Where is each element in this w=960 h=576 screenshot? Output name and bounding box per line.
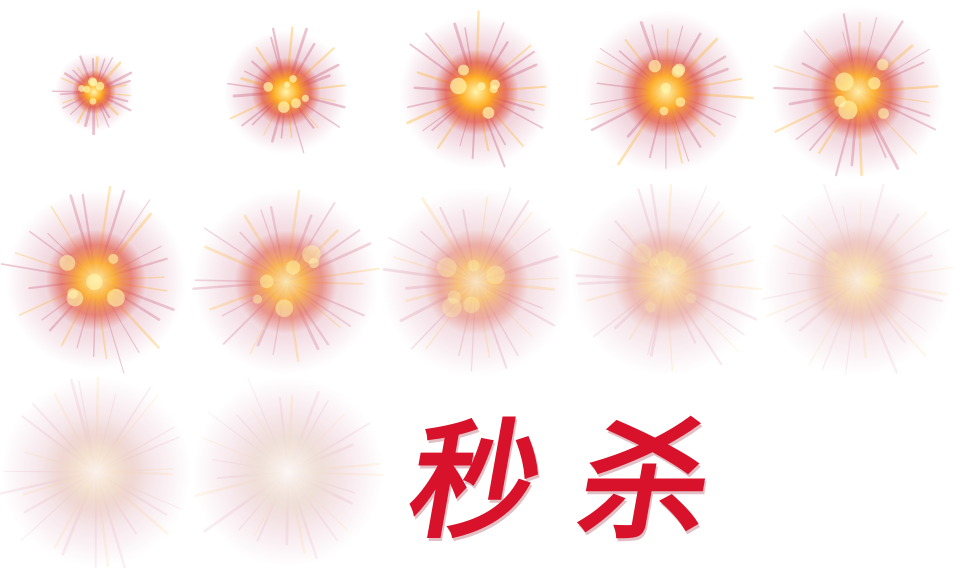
explosion-frame-4 bbox=[570, 0, 762, 188]
explosion-frame-9 bbox=[570, 184, 762, 376]
smoke-cloud-icon bbox=[0, 376, 191, 568]
explosion-frame-3 bbox=[380, 0, 572, 188]
explosion-frame-7 bbox=[190, 186, 382, 378]
fire-burst-icon bbox=[224, 26, 348, 154]
fire-burst-icon bbox=[51, 52, 134, 136]
title-glyph-miao: 秒 bbox=[398, 407, 554, 557]
fire-burst-icon bbox=[399, 10, 553, 169]
fire-burst-icon bbox=[585, 11, 754, 173]
fire-burst-icon bbox=[772, 6, 944, 178]
smoke-cloud-icon bbox=[193, 377, 384, 567]
fire-burst-icon bbox=[570, 184, 762, 375]
explosion-frame-2 bbox=[190, 0, 382, 188]
explosion-frame-1 bbox=[0, 0, 190, 188]
fire-burst-icon bbox=[192, 189, 380, 375]
explosion-frame-10 bbox=[762, 184, 954, 376]
fire-burst-icon bbox=[0, 185, 186, 374]
fire-burst-icon bbox=[762, 184, 954, 375]
explosion-frame-5 bbox=[762, 0, 954, 188]
explosion-frame-6 bbox=[0, 184, 192, 376]
explosion-frame-11 bbox=[0, 376, 192, 568]
explosion-frame-8 bbox=[380, 186, 572, 378]
fire-burst-icon bbox=[381, 187, 571, 377]
title-glyph-sha: 杀 bbox=[568, 407, 724, 557]
explosion-frame-12 bbox=[192, 376, 384, 568]
